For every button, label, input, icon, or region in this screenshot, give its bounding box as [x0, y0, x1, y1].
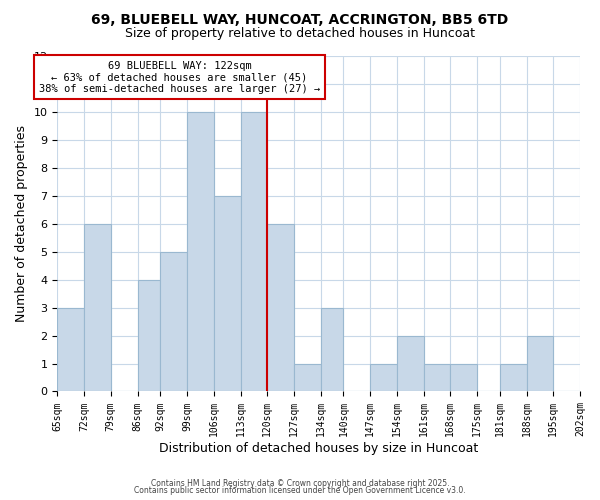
- Bar: [397, 336, 424, 392]
- Bar: [294, 364, 320, 392]
- Text: 69 BLUEBELL WAY: 122sqm
← 63% of detached houses are smaller (45)
38% of semi-de: 69 BLUEBELL WAY: 122sqm ← 63% of detache…: [39, 60, 320, 94]
- Bar: [320, 308, 343, 392]
- Bar: [58, 308, 84, 392]
- Bar: [267, 224, 294, 392]
- Text: Size of property relative to detached houses in Huncoat: Size of property relative to detached ho…: [125, 28, 475, 40]
- Text: 69, BLUEBELL WAY, HUNCOAT, ACCRINGTON, BB5 6TD: 69, BLUEBELL WAY, HUNCOAT, ACCRINGTON, B…: [91, 12, 509, 26]
- Bar: [187, 112, 214, 392]
- Bar: [137, 280, 160, 392]
- Bar: [241, 112, 267, 392]
- Bar: [527, 336, 553, 392]
- Text: Contains public sector information licensed under the Open Government Licence v3: Contains public sector information licen…: [134, 486, 466, 495]
- Bar: [84, 224, 111, 392]
- Bar: [214, 196, 241, 392]
- Text: Contains HM Land Registry data © Crown copyright and database right 2025.: Contains HM Land Registry data © Crown c…: [151, 478, 449, 488]
- Bar: [370, 364, 397, 392]
- Bar: [451, 364, 477, 392]
- Bar: [160, 252, 187, 392]
- Bar: [424, 364, 451, 392]
- X-axis label: Distribution of detached houses by size in Huncoat: Distribution of detached houses by size …: [159, 442, 478, 455]
- Y-axis label: Number of detached properties: Number of detached properties: [15, 126, 28, 322]
- Bar: [500, 364, 527, 392]
